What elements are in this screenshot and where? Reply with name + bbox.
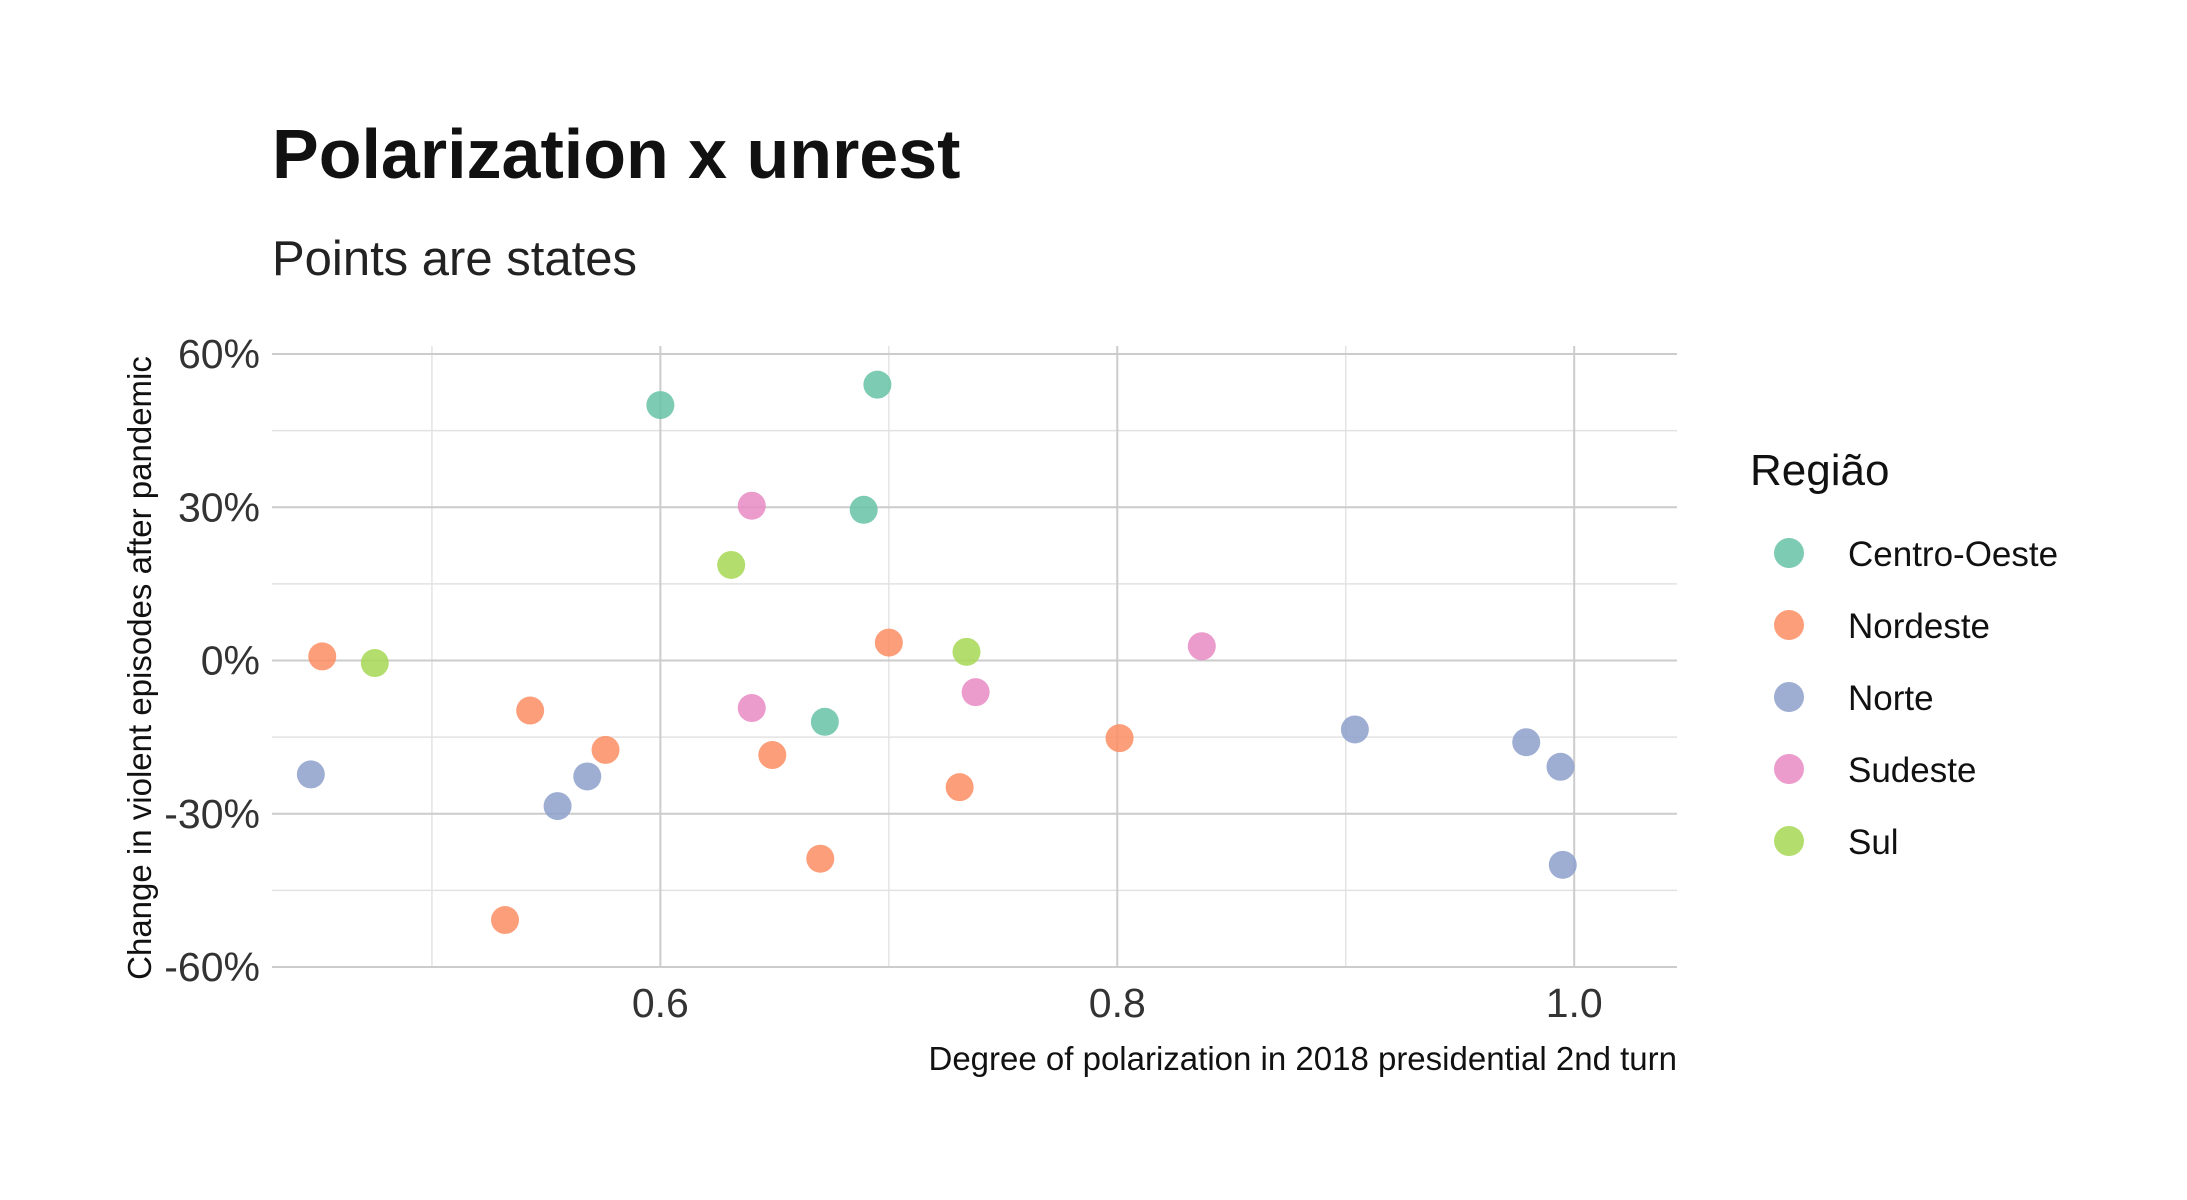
chart-subtitle: Points are states [272, 232, 637, 286]
point-nordeste [806, 844, 835, 873]
legend-item-sudeste: Sudeste [1774, 751, 1976, 790]
point-norte [1340, 715, 1369, 744]
legend-swatch [1774, 754, 1804, 784]
point-sudeste [737, 491, 766, 520]
point-sudeste [1187, 632, 1216, 661]
legend-swatch [1774, 826, 1804, 856]
legend-swatch [1774, 682, 1804, 712]
point-nordeste [516, 696, 545, 725]
y-tick-label: 60% [178, 331, 260, 377]
y-tick-label: 30% [178, 484, 260, 530]
y-tick-label: -60% [164, 944, 260, 990]
point-nordeste [758, 741, 787, 770]
legend: Região Centro-Oeste Nordeste Norte Sudeste S… [1750, 446, 2058, 862]
point-centro-oeste [849, 495, 878, 524]
legend-items: Centro-Oeste Nordeste Norte Sudeste Sul [1774, 535, 2058, 862]
point-norte [1546, 752, 1575, 781]
tick-labels: 0.6 0.8 1.0 -60% -30% 0% 30% 60% [164, 331, 1602, 1026]
point-norte [296, 760, 325, 789]
point-norte [543, 792, 572, 821]
legend-swatch [1774, 610, 1804, 640]
point-sul [360, 649, 389, 678]
legend-item-norte: Norte [1774, 679, 1934, 718]
point-sul [952, 637, 981, 666]
point-norte [573, 762, 602, 791]
point-norte [1548, 850, 1577, 879]
point-nordeste [1105, 724, 1134, 753]
y-tick-label: 0% [201, 638, 260, 684]
legend-label: Sul [1848, 823, 1899, 862]
legend-item-sul: Sul [1774, 823, 1899, 862]
point-sudeste [961, 678, 990, 707]
y-axis-label: Change in violent episodes after pandemi… [121, 356, 158, 980]
point-centro-oeste [810, 707, 839, 736]
legend-item-centro-oeste: Centro-Oeste [1774, 535, 2058, 574]
point-sul [717, 550, 746, 579]
x-tick-label: 0.6 [632, 980, 689, 1026]
y-tick-label: -30% [164, 791, 260, 837]
point-nordeste [308, 642, 337, 671]
point-norte [1512, 728, 1541, 757]
legend-item-nordeste: Nordeste [1774, 607, 1990, 646]
point-nordeste [491, 906, 520, 935]
legend-label: Sudeste [1848, 751, 1976, 790]
legend-swatch [1774, 538, 1804, 568]
point-centro-oeste [646, 391, 675, 420]
point-nordeste [591, 735, 620, 764]
legend-label: Centro-Oeste [1848, 535, 2058, 574]
x-tick-label: 1.0 [1546, 980, 1603, 1026]
data-points [296, 370, 1577, 935]
legend-label: Norte [1848, 679, 1934, 718]
point-centro-oeste [863, 370, 892, 399]
x-tick-label: 0.8 [1089, 980, 1146, 1026]
x-axis-label: Degree of polarization in 2018 president… [929, 1040, 1678, 1077]
legend-label: Nordeste [1848, 607, 1990, 646]
point-nordeste [945, 773, 974, 802]
point-sudeste [737, 694, 766, 723]
point-nordeste [874, 628, 903, 657]
chart-title: Polarization x unrest [272, 115, 960, 193]
legend-title: Região [1750, 446, 1889, 495]
